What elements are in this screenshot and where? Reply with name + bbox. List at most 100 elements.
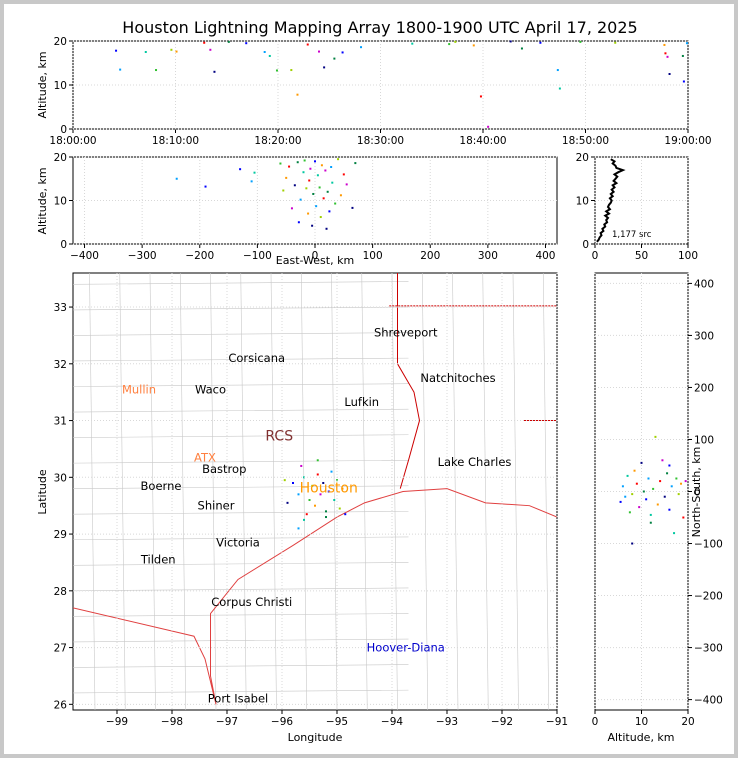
east-west-altitude-panel: Altitude, km East-West, km −400 −300 −200 −… xyxy=(36,152,558,267)
map-city-label: Natchitoches xyxy=(420,371,495,385)
north-south-source xyxy=(619,500,622,503)
map-source xyxy=(311,484,314,487)
y-tick-label: 200 xyxy=(694,382,714,394)
east-west-source xyxy=(351,206,354,209)
y-tick-label: 20 xyxy=(54,36,67,48)
x-tick-label: 300 xyxy=(478,250,498,262)
map-source xyxy=(319,493,322,496)
altitude-histogram-panel: 1,177 src 0 50 100 0 10 20 xyxy=(576,152,698,262)
east-west-source xyxy=(314,160,316,163)
east-west-source xyxy=(316,174,319,177)
x-tick-label: −92 xyxy=(491,716,513,728)
time-altitude-source xyxy=(263,51,266,53)
map-city-label: Hoover-Diana xyxy=(367,641,445,655)
map-city-label: Houston xyxy=(300,481,358,497)
north-south-source xyxy=(647,477,650,480)
y-tick-label: 10 xyxy=(576,196,589,208)
map-source xyxy=(292,481,294,484)
y-tick-label: 29 xyxy=(54,529,67,541)
x-tick-label: 0 xyxy=(592,716,599,728)
county-line xyxy=(149,273,156,710)
map-source xyxy=(316,459,319,462)
y-tick-label: 30 xyxy=(54,472,67,484)
x-tick-label: −98 xyxy=(161,716,183,728)
map-source xyxy=(305,513,308,516)
east-west-source xyxy=(279,162,282,165)
x-tick-label: 100 xyxy=(363,250,383,262)
time-altitude-source xyxy=(454,40,457,43)
x-tick-label: −200 xyxy=(185,250,214,262)
north-south-source xyxy=(680,482,683,485)
map-city-label: Corsicana xyxy=(228,351,285,365)
east-west-source xyxy=(325,227,328,230)
y-tick-label: 400 xyxy=(694,278,714,290)
north-south-source xyxy=(677,493,680,496)
east-west-source xyxy=(326,190,329,193)
map-city-label: Tilden xyxy=(140,553,176,567)
time-altitude-source xyxy=(144,51,147,53)
county-line xyxy=(89,273,96,710)
county-line xyxy=(270,273,277,710)
north-south-source xyxy=(661,459,664,462)
county-line xyxy=(73,383,409,387)
north-south-xlabel: Altitude, km xyxy=(607,731,674,744)
y-tick-label: 33 xyxy=(54,302,67,314)
east-west-source xyxy=(293,184,296,187)
y-tick-label: 0 xyxy=(60,239,67,251)
x-tick-label: 20 xyxy=(681,716,694,728)
county-line xyxy=(73,613,409,617)
time-altitude-source xyxy=(448,43,451,46)
east-west-source xyxy=(288,165,291,168)
map-plot-area xyxy=(72,272,558,711)
time-altitude-source xyxy=(509,40,512,43)
gulf-coastline xyxy=(73,488,557,705)
map-source xyxy=(308,499,311,502)
y-tick-label: 27 xyxy=(54,643,67,655)
time-altitude-source xyxy=(685,42,688,45)
map-source xyxy=(300,464,303,467)
county-line xyxy=(73,332,409,336)
north-south-source xyxy=(659,480,662,483)
x-tick-label: −91 xyxy=(546,716,568,728)
north-south-source xyxy=(652,487,655,490)
time-altitude-source xyxy=(360,46,363,49)
y-tick-label: 26 xyxy=(54,699,68,711)
map-city-label: Boerne xyxy=(141,479,182,493)
time-altitude-source xyxy=(175,50,178,53)
east-west-source xyxy=(175,177,178,180)
x-tick-label: 200 xyxy=(420,250,440,262)
county-line xyxy=(210,273,217,710)
north-south-source xyxy=(645,498,648,501)
east-west-source xyxy=(308,179,311,182)
north-south-source xyxy=(633,469,636,472)
county-line xyxy=(73,511,409,515)
time-altitude-source xyxy=(614,41,617,44)
county-line xyxy=(512,273,519,710)
y-tick-label: 20 xyxy=(54,152,67,164)
time-altitude-source xyxy=(556,69,559,72)
time-altitude-source xyxy=(296,93,299,96)
time-altitude-source xyxy=(487,125,490,128)
map-source xyxy=(327,490,330,493)
time-altitude-source xyxy=(682,80,685,83)
east-west-source xyxy=(319,216,322,219)
east-west-source xyxy=(331,181,334,184)
north-south-source xyxy=(684,480,687,483)
map-source xyxy=(283,479,286,482)
north-south-source xyxy=(642,490,645,493)
map-source xyxy=(333,499,336,502)
north-south-source xyxy=(631,542,634,545)
time-altitude-source xyxy=(664,52,667,55)
east-west-source xyxy=(239,168,242,171)
north-south-source xyxy=(673,532,676,535)
north-south-source xyxy=(668,464,671,467)
east-west-source xyxy=(320,164,323,167)
time-altitude-source xyxy=(306,43,309,46)
y-tick-label: −200 xyxy=(694,591,723,603)
y-tick-label: −400 xyxy=(694,695,723,707)
time-altitude-source xyxy=(579,40,582,43)
x-tick-label: 18:20:00 xyxy=(254,135,301,147)
map-source xyxy=(286,501,289,504)
y-tick-label: 0 xyxy=(582,239,589,251)
map-source xyxy=(303,518,305,521)
